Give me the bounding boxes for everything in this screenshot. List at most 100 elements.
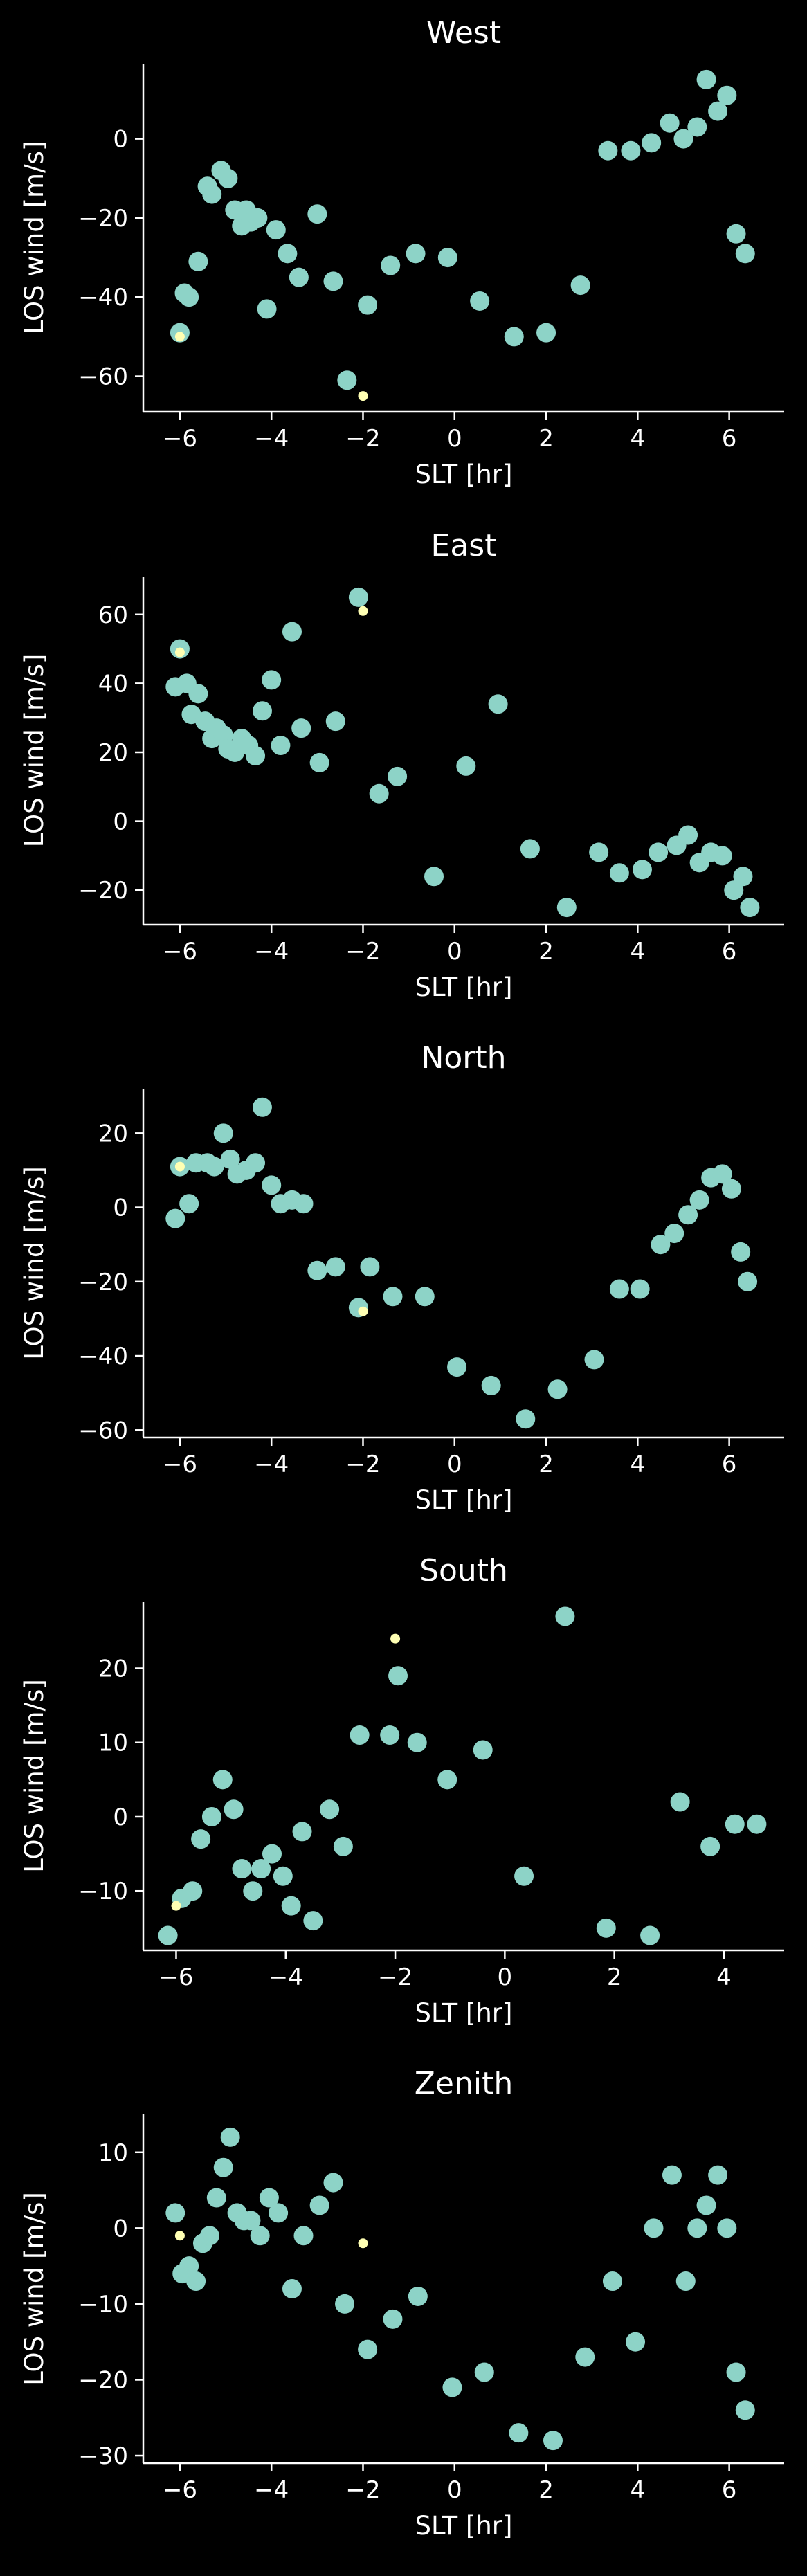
data-point — [388, 1666, 408, 1686]
data-point — [243, 1881, 263, 1901]
data-point — [675, 2271, 696, 2292]
data-point — [158, 1925, 178, 1945]
y-tick-label: 20 — [98, 1120, 128, 1148]
y-tick-label: 10 — [98, 2139, 128, 2167]
data-point — [731, 1242, 751, 1262]
data-point — [213, 2157, 233, 2177]
data-point — [708, 2165, 728, 2185]
data-point — [456, 756, 476, 776]
data-point — [543, 2431, 563, 2451]
data-point — [337, 370, 357, 390]
data-point — [725, 1814, 745, 1834]
data-point — [504, 327, 524, 347]
data-point — [333, 1836, 353, 1856]
y-tick-label: −20 — [78, 205, 128, 233]
y-tick-label: 20 — [98, 739, 128, 767]
data-point — [252, 1097, 272, 1117]
x-tick-label: 0 — [447, 938, 462, 965]
y-axis-label: LOS wind [m/s] — [19, 2192, 49, 2386]
data-point — [626, 2332, 646, 2352]
x-tick-label: −2 — [345, 938, 380, 965]
data-point — [179, 1194, 199, 1214]
data-point — [191, 1829, 211, 1849]
data-point — [383, 2309, 403, 2329]
x-tick-label: 0 — [447, 2476, 462, 2504]
data-point — [520, 839, 540, 859]
x-tick-label: 4 — [631, 1451, 646, 1478]
data-point — [282, 622, 302, 642]
data-point — [640, 1925, 660, 1945]
y-tick-label: 0 — [113, 1804, 128, 1831]
x-tick-label: 4 — [631, 938, 646, 965]
data-point — [630, 1279, 650, 1299]
data-point — [415, 1287, 435, 1307]
data-point — [747, 1814, 767, 1834]
data-point — [212, 1770, 233, 1790]
data-point — [201, 1806, 221, 1826]
data-point — [248, 208, 268, 228]
y-tick-label: −30 — [78, 2442, 128, 2470]
data-point — [536, 323, 556, 343]
x-tick-label: 2 — [538, 2476, 554, 2504]
x-axis-label: SLT [hr] — [415, 1485, 513, 1515]
data-point — [232, 1859, 252, 1879]
data-point — [726, 2362, 746, 2382]
data-point — [273, 1866, 293, 1886]
data-point — [323, 2173, 343, 2193]
x-tick-label: −6 — [163, 938, 197, 965]
highlight-point — [358, 2238, 368, 2249]
x-tick-label: 2 — [607, 1963, 622, 1991]
y-tick-label: −60 — [78, 1417, 128, 1444]
x-tick-label: 2 — [538, 1451, 554, 1478]
x-tick-label: −2 — [378, 1963, 412, 1991]
data-point — [325, 1257, 345, 1277]
y-tick-label: −60 — [78, 363, 128, 391]
data-point — [712, 1164, 732, 1184]
x-axis-label: SLT [hr] — [415, 1998, 513, 2028]
data-point — [649, 842, 669, 862]
data-point — [437, 1770, 457, 1790]
y-tick-label: 40 — [98, 670, 128, 698]
data-point — [408, 2286, 428, 2306]
x-tick-label: −6 — [163, 1451, 197, 1478]
y-tick-label: 0 — [113, 808, 128, 836]
data-point — [278, 244, 298, 264]
highlight-point — [390, 1633, 401, 1644]
data-point — [292, 1822, 312, 1842]
data-point — [696, 2195, 716, 2215]
highlight-point — [358, 606, 368, 616]
data-point — [687, 2218, 707, 2238]
x-tick-label: 4 — [716, 1963, 732, 1991]
data-point — [689, 1190, 709, 1210]
data-point — [202, 184, 222, 204]
y-tick-label: 10 — [98, 1730, 128, 1757]
highlight-point — [358, 391, 368, 401]
data-point — [259, 2188, 279, 2208]
y-tick-label: 0 — [113, 2215, 128, 2242]
y-axis-label: LOS wind [m/s] — [19, 141, 49, 335]
y-tick-label: −20 — [78, 877, 128, 905]
data-point — [488, 694, 508, 714]
data-point — [470, 291, 490, 311]
data-point — [678, 1205, 698, 1225]
data-point — [442, 2377, 462, 2397]
y-tick-label: 0 — [113, 1195, 128, 1222]
data-point — [289, 267, 309, 287]
data-point — [291, 718, 311, 738]
data-point — [309, 2195, 329, 2215]
data-point — [269, 2203, 289, 2223]
x-tick-label: −6 — [163, 2476, 197, 2504]
data-point — [651, 1235, 671, 1255]
data-point — [717, 85, 737, 105]
data-point — [257, 299, 277, 319]
data-point — [179, 2256, 199, 2276]
data-point — [271, 736, 291, 756]
chart-title: Zenith — [415, 2066, 513, 2101]
x-tick-label: −2 — [345, 1451, 380, 1478]
data-point — [602, 2271, 622, 2292]
y-tick-label: −20 — [78, 1269, 128, 1296]
